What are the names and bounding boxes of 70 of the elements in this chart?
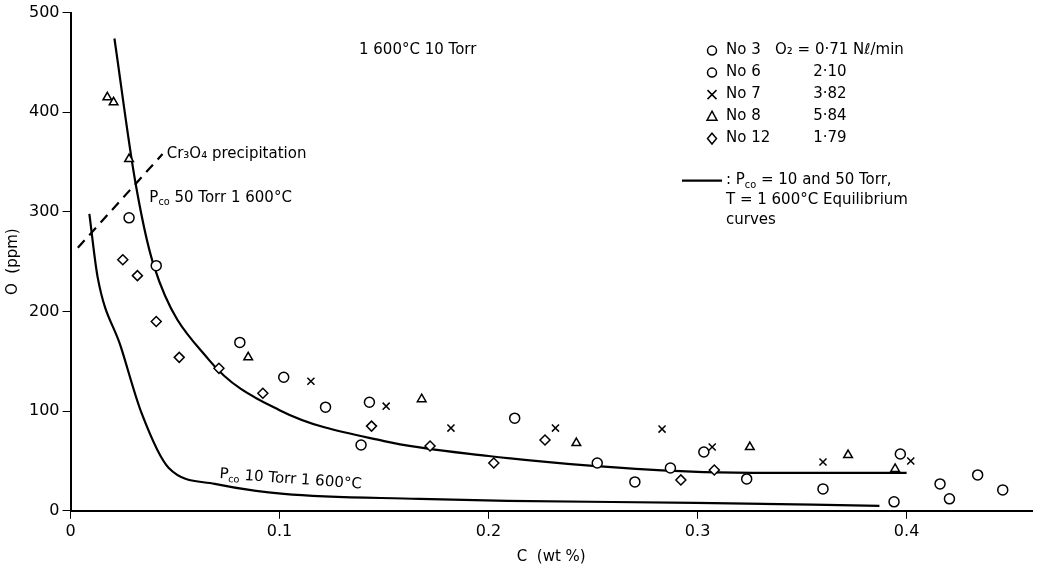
y-tick-label: 300 — [28, 201, 60, 221]
point — [744, 441, 755, 451]
point — [173, 351, 185, 364]
point — [539, 434, 551, 446]
point — [150, 259, 162, 272]
point — [698, 446, 710, 458]
point — [257, 387, 269, 399]
y-axis-title: O (ppm) — [2, 228, 21, 296]
point — [243, 351, 254, 361]
point — [591, 457, 603, 469]
legend-label: No 6 2·10 — [726, 62, 847, 81]
point — [355, 439, 367, 451]
point — [894, 448, 907, 460]
y-tick-label: 400 — [28, 101, 60, 121]
point — [319, 401, 332, 413]
x-axis-title: C (wt %) — [516, 546, 586, 565]
point — [102, 91, 113, 101]
point — [890, 463, 901, 473]
point — [381, 401, 391, 411]
point — [234, 336, 246, 349]
point — [508, 412, 521, 424]
point — [551, 423, 560, 433]
point — [365, 420, 378, 432]
legend-label: No 3 O₂ = 0·71 Nℓ/min — [726, 40, 904, 59]
point — [424, 440, 436, 452]
point — [888, 496, 900, 508]
point — [446, 423, 456, 433]
annotation: Cr₃O₄ precipitation — [166, 143, 307, 162]
point — [675, 474, 687, 486]
point — [416, 393, 427, 403]
point — [629, 476, 641, 488]
y-tick-label: 100 — [28, 400, 60, 420]
point — [842, 449, 854, 459]
point — [123, 212, 135, 224]
legend-label: No 12 1·79 — [726, 128, 847, 147]
point — [108, 96, 119, 106]
point — [306, 376, 316, 386]
point — [996, 484, 1009, 496]
x-tick-label: 0.3 — [684, 520, 711, 540]
point — [817, 483, 829, 495]
point — [117, 253, 129, 266]
point — [277, 371, 290, 384]
point — [150, 315, 162, 328]
point — [488, 457, 500, 469]
point — [363, 396, 376, 408]
point — [708, 464, 721, 476]
point — [906, 456, 916, 466]
point — [740, 473, 753, 485]
series-label: Pco 10 Torr 1 600°C — [218, 464, 363, 493]
annotation: 1 600°C 10 Torr — [358, 40, 478, 59]
point — [818, 457, 828, 467]
x-tick-label: 0.4 — [893, 520, 920, 540]
y-tick-label: 500 — [28, 1, 60, 21]
point — [131, 269, 144, 282]
y-tick-label: 200 — [28, 300, 60, 320]
point — [934, 478, 946, 490]
x-tick-label: 0 — [65, 520, 76, 540]
point — [664, 462, 677, 474]
point — [707, 442, 717, 452]
x-tick-label: 0.1 — [266, 520, 293, 540]
point — [123, 153, 135, 163]
point — [571, 437, 582, 447]
point — [657, 424, 667, 434]
legend-label: No 7 3·82 — [726, 84, 847, 103]
y-tick-label: 0 — [49, 499, 60, 519]
point — [971, 469, 984, 481]
legend-label: No 8 5·84 — [726, 106, 847, 125]
x-tick-label: 0.2 — [475, 520, 502, 540]
point — [213, 362, 225, 375]
point — [943, 493, 956, 505]
